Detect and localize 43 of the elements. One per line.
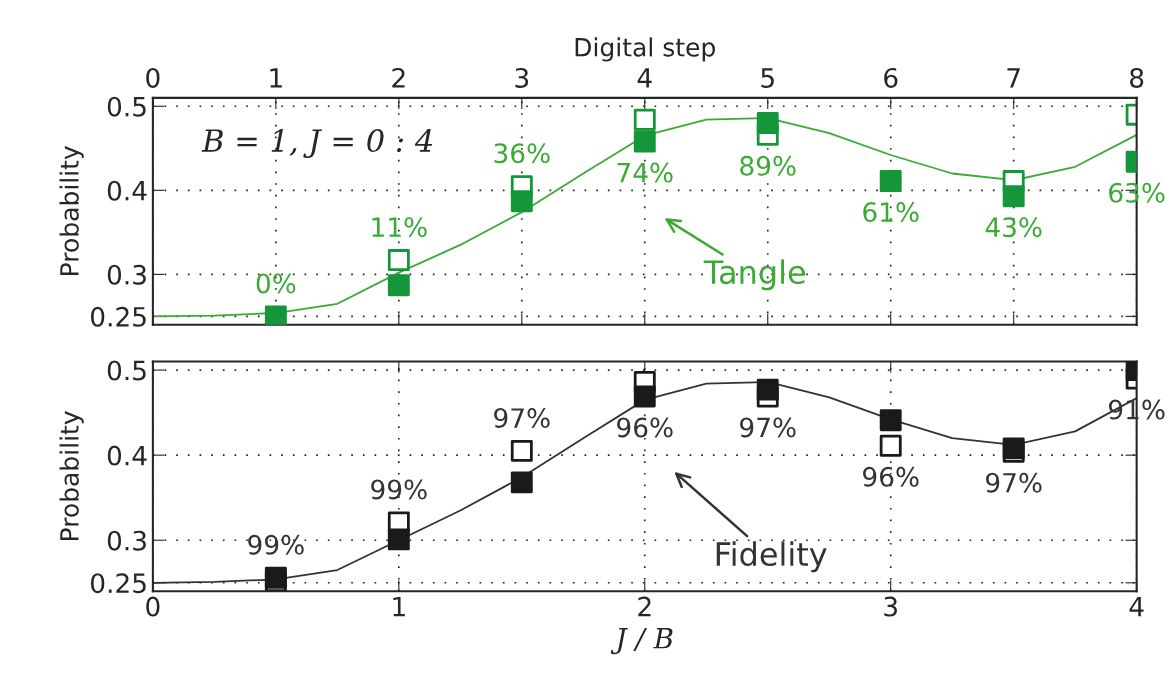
x-tick-label: 2 <box>638 596 651 617</box>
annotation: 99% <box>371 479 427 500</box>
y-tick-label: 0.5 <box>107 360 146 381</box>
x-tick-label: 4 <box>1129 596 1144 617</box>
annotation: 96% <box>863 466 919 487</box>
y-tick-label: 0.5 <box>107 96 146 117</box>
annotation: 11% <box>372 217 427 238</box>
x-tick-label: 7 <box>1007 68 1020 88</box>
x-tick-label: 3 <box>515 67 529 88</box>
x-tick-label: 3 <box>884 596 897 617</box>
x-tick-label: 4 <box>637 68 652 88</box>
x-tick-label: 1 <box>270 68 282 88</box>
x-tick-label: 2 <box>392 67 405 88</box>
y-tick-label: 0.3 <box>107 530 146 551</box>
annotation: B = 1, J = 0 : 4 <box>201 129 433 159</box>
x-axis-title: J / B <box>610 628 673 655</box>
annotation: 61% <box>863 202 919 223</box>
x-axis-title: Digital step <box>575 37 715 62</box>
annotation: 43% <box>985 217 1042 238</box>
annotation: Fidelity <box>716 541 827 573</box>
annotation: 74% <box>617 162 673 183</box>
y-tick-label: 0.25 <box>91 306 146 327</box>
annotation: 99% <box>248 534 304 555</box>
annotation: 96% <box>617 417 673 438</box>
x-tick-label: 6 <box>884 67 898 88</box>
annotation: 97% <box>986 472 1042 493</box>
annotation: 97% <box>740 417 796 438</box>
y-tick-label: 0.3 <box>107 264 146 285</box>
y-tick-label: 0.4 <box>107 180 147 201</box>
x-tick-label: 0 <box>146 67 160 88</box>
y-tick-label: 0.25 <box>91 573 146 594</box>
annotation: 89% <box>740 155 796 176</box>
x-tick-label: 5 <box>761 68 774 88</box>
annotation: 0% <box>256 273 296 294</box>
annotation: 36% <box>494 143 550 164</box>
y-axis-title: Probability <box>59 411 84 541</box>
y-axis-title: Probability <box>59 146 84 275</box>
x-tick-label: 0 <box>146 596 160 617</box>
x-tick-label: 1 <box>393 596 405 617</box>
annotation: Tangle <box>703 259 805 291</box>
y-tick-label: 0.4 <box>107 445 147 466</box>
x-tick-label: 8 <box>1130 67 1144 88</box>
annotation: 97% <box>494 408 550 429</box>
